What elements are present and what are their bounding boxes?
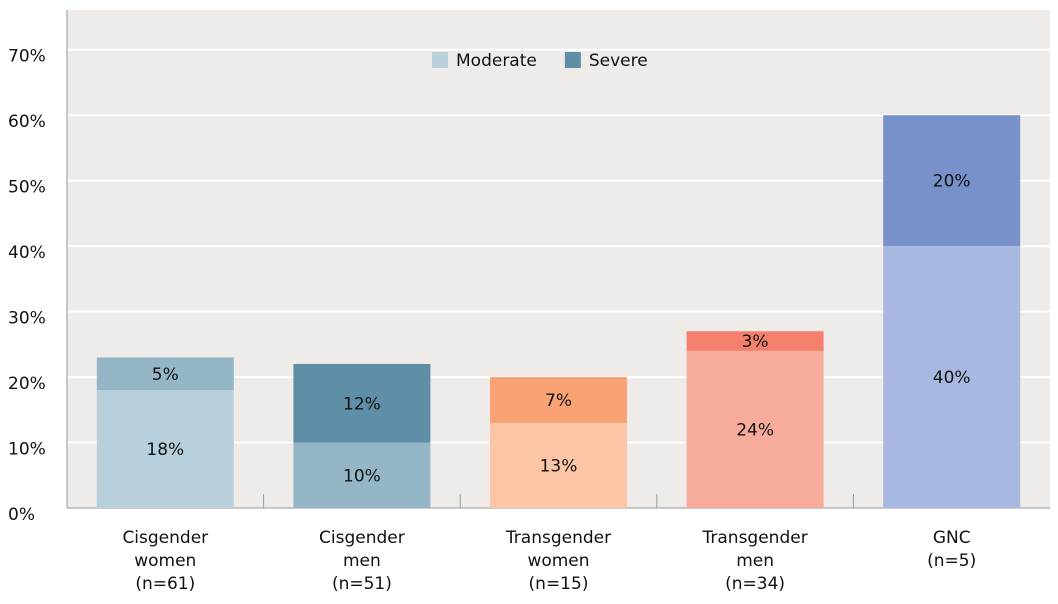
bar-segment — [686, 350, 824, 508]
y-tick-label: 50% — [8, 178, 46, 198]
bar-segment — [96, 390, 234, 508]
bar-segment — [490, 422, 627, 508]
legend-swatch — [432, 52, 448, 68]
bar-segment — [293, 363, 431, 443]
data-label: 40% — [933, 368, 971, 388]
y-tick-label: 60% — [8, 112, 46, 132]
data-label: 20% — [933, 172, 971, 192]
y-tick-label: 10% — [8, 440, 46, 460]
y-tick-label: 70% — [8, 47, 46, 67]
data-label: 5% — [152, 365, 179, 385]
y-tick-label: 20% — [8, 374, 46, 394]
data-label: 12% — [343, 394, 381, 414]
bar-segment — [883, 115, 1021, 247]
data-label: 10% — [343, 466, 381, 486]
x-tick-label: Cisgender men (n=51) — [319, 528, 405, 594]
bar-segment — [490, 377, 627, 423]
bar-segment — [293, 442, 431, 508]
legend-label: Severe — [589, 51, 648, 71]
bar-segment — [96, 357, 234, 391]
y-tick-label: 0% — [8, 505, 35, 525]
data-label: 13% — [540, 456, 578, 476]
x-tick-label: Transgender women (n=15) — [505, 528, 611, 594]
y-tick-label: 40% — [8, 243, 46, 263]
bar-segment — [883, 246, 1021, 508]
bar-segment — [686, 331, 824, 351]
data-label: 3% — [742, 332, 769, 352]
legend-swatch — [564, 52, 581, 68]
data-label: 18% — [146, 440, 184, 460]
x-tick-label: GNC (n=5) — [927, 528, 976, 571]
y-tick-label: 30% — [8, 309, 46, 329]
x-tick-label: Cisgender women (n=61) — [122, 528, 208, 594]
legend-label: Moderate — [456, 51, 537, 71]
x-tick-label: Transgender men (n=34) — [702, 528, 808, 594]
data-label: 24% — [736, 420, 774, 440]
data-label: 7% — [545, 391, 572, 411]
